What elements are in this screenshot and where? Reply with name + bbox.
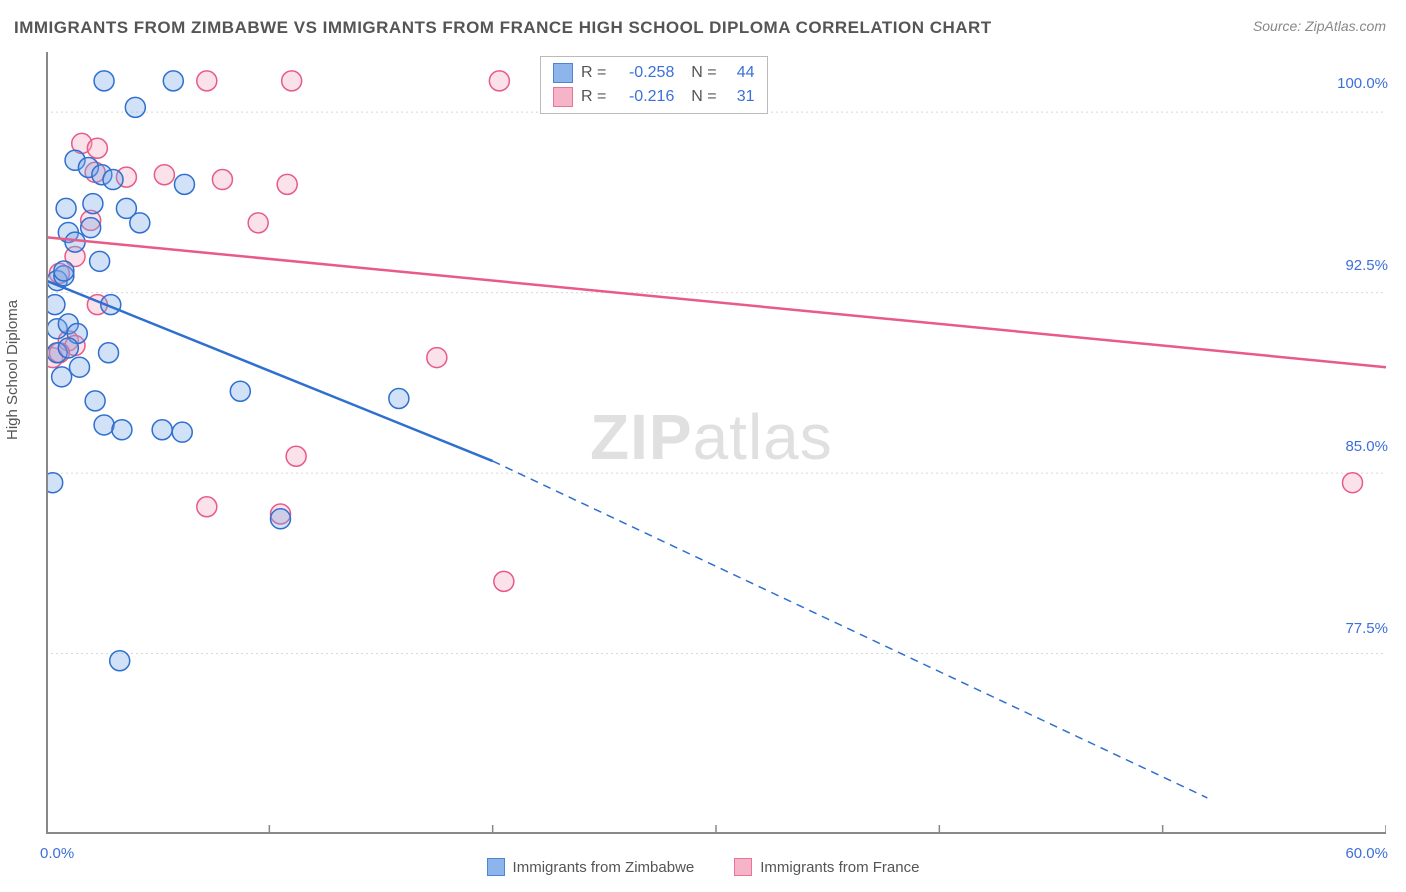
swatch-zimbabwe	[553, 63, 573, 83]
chart-container: IMMIGRANTS FROM ZIMBABWE VS IMMIGRANTS F…	[0, 0, 1406, 892]
legend-label-zimbabwe: Immigrants from Zimbabwe	[513, 859, 695, 876]
stats-row-france: R = -0.216 N = 31	[553, 85, 755, 109]
swatch-france	[553, 87, 573, 107]
stat-r-label-a: R =	[581, 61, 606, 85]
chart-title: IMMIGRANTS FROM ZIMBABWE VS IMMIGRANTS F…	[14, 18, 992, 38]
legend-label-france: Immigrants from France	[760, 859, 919, 876]
stat-r-value-a: -0.258	[614, 61, 674, 85]
stat-n-value-b: 31	[725, 85, 755, 109]
legend-item-zimbabwe: Immigrants from Zimbabwe	[487, 858, 695, 876]
y-tick-92-5: 92.5%	[1345, 257, 1388, 274]
stat-n-label-a: N =	[682, 61, 716, 85]
y-tick-85: 85.0%	[1345, 438, 1388, 455]
stats-row-zimbabwe: R = -0.258 N = 44	[553, 61, 755, 85]
plot-area-border	[46, 52, 1386, 834]
stat-n-value-a: 44	[725, 61, 755, 85]
source-attribution: Source: ZipAtlas.com	[1253, 18, 1386, 34]
legend-swatch-zimbabwe	[487, 858, 505, 876]
correlation-stats-box: R = -0.258 N = 44 R = -0.216 N = 31	[540, 56, 768, 114]
y-tick-77-5: 77.5%	[1345, 620, 1388, 637]
y-tick-100: 100.0%	[1337, 75, 1388, 92]
stat-r-value-b: -0.216	[614, 85, 674, 109]
stat-r-label-b: R =	[581, 85, 606, 109]
legend-item-france: Immigrants from France	[734, 858, 919, 876]
stat-n-label-b: N =	[682, 85, 716, 109]
y-axis-label: High School Diploma	[4, 300, 21, 440]
legend-swatch-france	[734, 858, 752, 876]
legend: Immigrants from Zimbabwe Immigrants from…	[0, 858, 1406, 876]
